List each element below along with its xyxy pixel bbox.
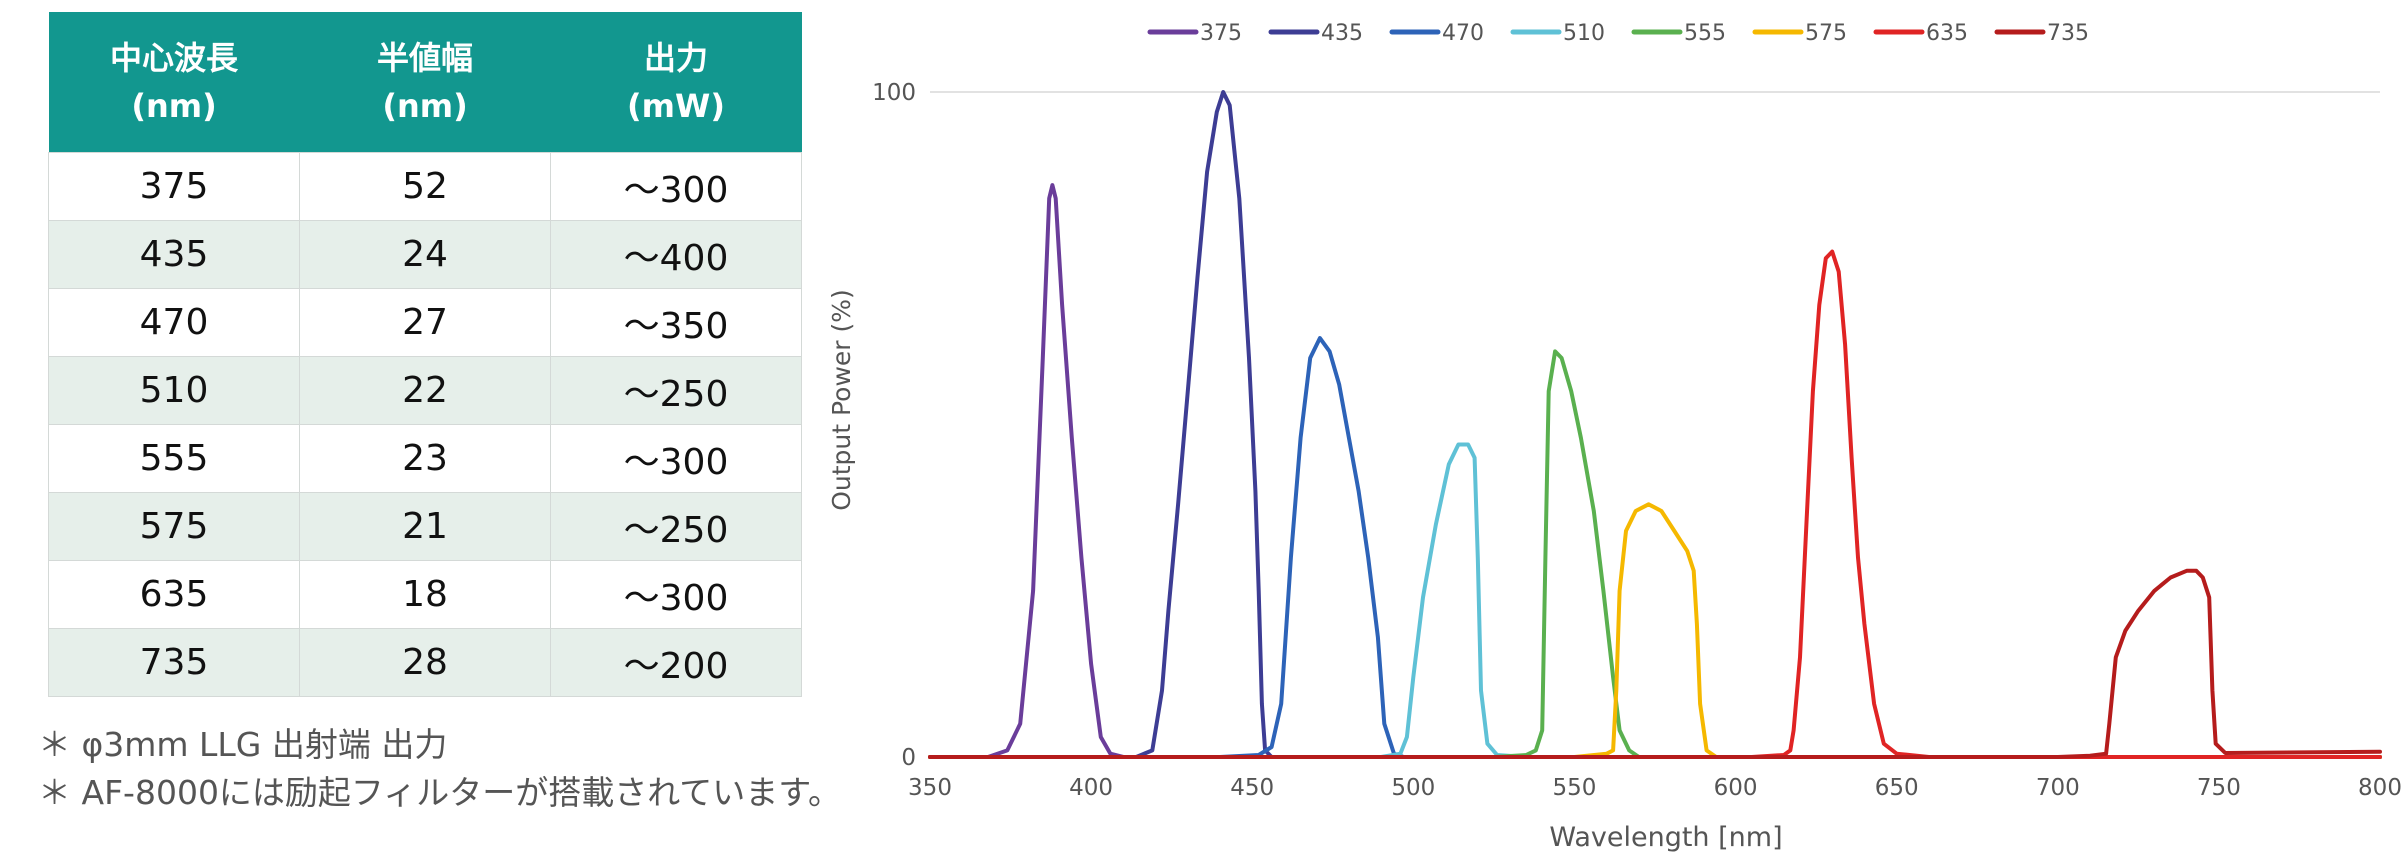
x-tick-label: 500: [1391, 775, 1435, 801]
series-line-470: [928, 336, 2382, 759]
x-tick-label: 600: [1714, 775, 1758, 801]
cell-output: ～200: [550, 628, 802, 697]
cell-output: ～350: [550, 288, 802, 357]
table-row: 555 23 ～300: [48, 424, 802, 493]
cell-output: ～250: [550, 492, 802, 561]
y-axis-title: Output Power (%): [827, 289, 856, 511]
x-tick-label: 650: [1875, 775, 1919, 801]
x-tick-label: 700: [2036, 775, 2080, 801]
table-row: 510 22 ～250: [48, 356, 802, 425]
header-half-width: 半値幅 (nm): [299, 12, 551, 153]
chart-axes: 0 100 350 400 450 500 550 600 650 700 750 800: [872, 80, 2402, 801]
series-line-635: [928, 249, 2382, 759]
legend-label-635: 635: [1926, 21, 1968, 46]
x-tick-label: 400: [1069, 775, 1113, 801]
table-row: 470 27 ～350: [48, 288, 802, 357]
legend-label-575: 575: [1805, 21, 1847, 46]
x-axis-title: Wavelength [nm]: [1549, 822, 1782, 853]
series-line-575: [928, 502, 2382, 759]
series-line-555: [928, 349, 2382, 759]
chart-series: [928, 90, 2382, 759]
cell-output: ～300: [550, 424, 802, 493]
cell-half-width: 24: [299, 220, 551, 289]
cell-center-wavelength: 375: [48, 152, 300, 221]
x-tick-label: 750: [2197, 775, 2241, 801]
legend-label-435: 435: [1321, 21, 1363, 46]
cell-center-wavelength: 510: [48, 356, 300, 425]
series-line-375: [928, 183, 2382, 759]
series-line-510: [928, 442, 2382, 759]
spec-table-header: 中心波長 (nm) 半値幅 (nm) 出力 (mW): [48, 12, 802, 153]
footnote-excitation-filter: ＊ AF-8000には励起フィルターが搭載されています。: [38, 773, 841, 812]
header-row: 中心波長 (nm) 半値幅 (nm) 出力 (mW): [48, 12, 802, 153]
x-tick-label: 800: [2358, 775, 2402, 801]
cell-half-width: 52: [299, 152, 551, 221]
legend-label-735: 735: [2047, 21, 2089, 46]
chart-grid: [930, 91, 2380, 758]
table-row: 375 52 ～300: [48, 152, 802, 221]
series-line-435: [928, 90, 2382, 759]
spectrum-chart: 375 435 470 510 555 575 635 735 0 100 350 400 450 50…: [827, 21, 2402, 853]
cell-half-width: 22: [299, 356, 551, 425]
cell-half-width: 21: [299, 492, 551, 561]
table-row: 735 28 ～200: [48, 628, 802, 697]
cell-output: ～400: [550, 220, 802, 289]
legend-label-555: 555: [1684, 21, 1726, 46]
legend-label-510: 510: [1563, 21, 1605, 46]
table-row: 575 21 ～250: [48, 492, 802, 561]
x-tick-label: 350: [908, 775, 952, 801]
spec-table-body: 375 52 ～300 435 24 ～400 470 27 ～350 510 22 ～250 …: [48, 152, 802, 697]
y-tick-label: 100: [872, 80, 916, 106]
cell-center-wavelength: 470: [48, 288, 300, 357]
cell-half-width: 18: [299, 560, 551, 629]
x-tick-label: 450: [1230, 775, 1274, 801]
x-tick-label: 550: [1552, 775, 1596, 801]
series-line-735: [928, 568, 2382, 759]
table-row: 435 24 ～400: [48, 220, 802, 289]
cell-center-wavelength: 735: [48, 628, 300, 697]
legend-label-470: 470: [1442, 21, 1484, 46]
chart-legend: 375 435 470 510 555 575 635 735: [1147, 21, 2089, 46]
cell-half-width: 23: [299, 424, 551, 493]
footnote-llg-output: ＊ φ3mm LLG 出射端 出力: [38, 725, 448, 764]
cell-half-width: 27: [299, 288, 551, 357]
cell-center-wavelength: 575: [48, 492, 300, 561]
cell-output: ～250: [550, 356, 802, 425]
cell-output: ～300: [550, 152, 802, 221]
header-center-wavelength: 中心波長 (nm): [48, 12, 300, 153]
legend-label-375: 375: [1200, 21, 1242, 46]
spec-table: 中心波長 (nm) 半値幅 (nm) 出力 (mW) 375 52 ～300 435…: [48, 12, 802, 697]
cell-half-width: 28: [299, 628, 551, 697]
table-row: 635 18 ～300: [48, 560, 802, 629]
cell-output: ～300: [550, 560, 802, 629]
cell-center-wavelength: 635: [48, 560, 300, 629]
cell-center-wavelength: 435: [48, 220, 300, 289]
y-tick-label: 0: [901, 745, 916, 771]
cell-center-wavelength: 555: [48, 424, 300, 493]
header-output: 出力 (mW): [550, 12, 802, 153]
